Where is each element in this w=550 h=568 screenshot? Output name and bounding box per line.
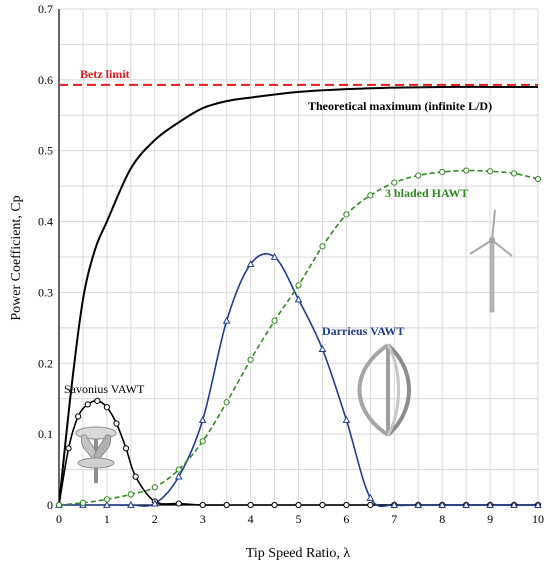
data-point-3-bladed-hawt bbox=[223, 399, 230, 406]
data-point-darrieus-vawt bbox=[342, 415, 351, 423]
x-tick-label: 3 bbox=[200, 512, 206, 526]
y-tick-label: 0.4 bbox=[38, 215, 53, 229]
data-point-savonius-vawt bbox=[175, 500, 182, 507]
x-tick-label: 7 bbox=[391, 512, 397, 526]
data-point-savonius-vawt bbox=[113, 420, 120, 427]
data-point-savonius-vawt bbox=[343, 501, 350, 509]
data-point-savonius-vawt bbox=[122, 445, 130, 452]
data-point-3-bladed-hawt bbox=[391, 179, 398, 186]
data-point-3-bladed-hawt bbox=[319, 243, 326, 250]
data-point-darrieus-vawt bbox=[294, 295, 303, 303]
data-point-darrieus-vawt bbox=[414, 500, 423, 508]
data-point-savonius-vawt bbox=[247, 501, 254, 509]
data-point-darrieus-vawt bbox=[462, 500, 470, 508]
data-point-darrieus-vawt bbox=[198, 415, 207, 423]
data-point-darrieus-vawt bbox=[438, 500, 447, 508]
data-point-darrieus-vawt bbox=[486, 500, 494, 508]
data-point-3-bladed-hawt bbox=[79, 499, 87, 506]
hawt-turbine-icon bbox=[469, 209, 513, 313]
y-tick-label: 0.5 bbox=[38, 144, 53, 158]
data-point-3-bladed-hawt bbox=[343, 211, 350, 218]
y-tick-label: 0.1 bbox=[38, 427, 53, 441]
data-point-darrieus-vawt bbox=[174, 472, 183, 480]
data-point-darrieus-vawt bbox=[510, 500, 518, 508]
x-tick-label: 4 bbox=[248, 512, 254, 526]
data-point-3-bladed-hawt bbox=[415, 172, 422, 179]
data-point-darrieus-vawt bbox=[366, 493, 375, 501]
theoretical-max-label: Theoretical maximum (infinite L/D) bbox=[308, 99, 492, 113]
data-point-savonius-vawt bbox=[94, 397, 101, 404]
y-tick-label: 0 bbox=[47, 498, 53, 512]
data-point-savonius-vawt bbox=[223, 501, 230, 509]
data-point-savonius-vawt bbox=[367, 501, 374, 509]
data-point-3-bladed-hawt bbox=[55, 501, 63, 509]
data-point-darrieus-vawt bbox=[246, 260, 255, 267]
data-point-savonius-vawt bbox=[75, 413, 82, 420]
data-point-savonius-vawt bbox=[295, 501, 302, 509]
data-point-darrieus-vawt bbox=[150, 499, 159, 507]
x-tick-label: 1 bbox=[104, 512, 110, 526]
x-tick-label: 9 bbox=[487, 512, 493, 526]
darrieus-turbine-icon bbox=[357, 343, 411, 437]
x-tick-label: 5 bbox=[296, 512, 302, 526]
data-point-darrieus-vawt bbox=[222, 316, 231, 324]
data-point-savonius-vawt bbox=[65, 445, 72, 452]
data-point-3-bladed-hawt bbox=[510, 170, 518, 177]
y-tick-label: 0.3 bbox=[38, 285, 53, 299]
darrieus-label: Darrieus VAWT bbox=[322, 324, 405, 338]
savonius-turbine-icon bbox=[75, 426, 117, 483]
data-point-3-bladed-hawt bbox=[367, 192, 374, 199]
y-tick-label: 0.2 bbox=[38, 356, 53, 370]
data-point-3-bladed-hawt bbox=[295, 282, 302, 289]
x-tick-label: 10 bbox=[532, 512, 544, 526]
data-point-3-bladed-hawt bbox=[151, 484, 158, 491]
data-point-savonius-vawt bbox=[132, 473, 139, 480]
y-tick-label: 0.7 bbox=[38, 2, 53, 16]
data-point-savonius-vawt bbox=[319, 501, 326, 509]
data-point-3-bladed-hawt bbox=[534, 175, 542, 183]
x-axis-label: Tip Speed Ratio, λ bbox=[246, 546, 350, 561]
savonius-label: Savonius VAWT bbox=[64, 382, 145, 396]
data-point-savonius-vawt bbox=[271, 501, 278, 509]
data-point-savonius-vawt bbox=[199, 501, 206, 509]
series-line-theoretical-maximum-infinite-l-d bbox=[58, 85, 538, 506]
data-point-3-bladed-hawt bbox=[127, 491, 134, 498]
x-tick-label: 6 bbox=[343, 512, 349, 526]
data-point-darrieus-vawt bbox=[534, 500, 542, 508]
data-point-3-bladed-hawt bbox=[175, 466, 182, 473]
x-tick-label: 0 bbox=[56, 512, 62, 526]
x-tick-label: 8 bbox=[439, 512, 445, 526]
tick-labels: 0 1 2 3 4 5 6 7 8 9 10 0 0.1 0.2 0.3 0.4 0.5 0.6 0.7 bbox=[38, 2, 544, 526]
data-point-3-bladed-hawt bbox=[247, 356, 254, 363]
data-point-3-bladed-hawt bbox=[439, 168, 446, 176]
data-point-3-bladed-hawt bbox=[103, 496, 111, 503]
data-point-3-bladed-hawt bbox=[463, 167, 470, 174]
betz-limit-label: Betz limit bbox=[80, 67, 130, 81]
x-tick-label: 2 bbox=[152, 512, 158, 526]
data-point-savonius-vawt bbox=[84, 401, 91, 408]
data-point-darrieus-vawt bbox=[103, 500, 111, 508]
data-point-savonius-vawt bbox=[103, 404, 111, 411]
hawt-label: 3 bladed HAWT bbox=[385, 186, 468, 200]
data-point-darrieus-vawt bbox=[127, 500, 135, 508]
marker-group bbox=[55, 167, 542, 509]
data-point-3-bladed-hawt bbox=[487, 168, 494, 175]
grid bbox=[58, 8, 539, 506]
y-tick-label: 0.6 bbox=[38, 73, 53, 87]
y-axis-label: Power Coefficient, Cp bbox=[9, 195, 24, 320]
data-point-3-bladed-hawt bbox=[271, 317, 278, 324]
data-point-darrieus-vawt bbox=[390, 500, 399, 508]
data-point-darrieus-vawt bbox=[270, 252, 279, 260]
data-point-darrieus-vawt bbox=[318, 345, 327, 353]
data-point-3-bladed-hawt bbox=[199, 438, 206, 445]
